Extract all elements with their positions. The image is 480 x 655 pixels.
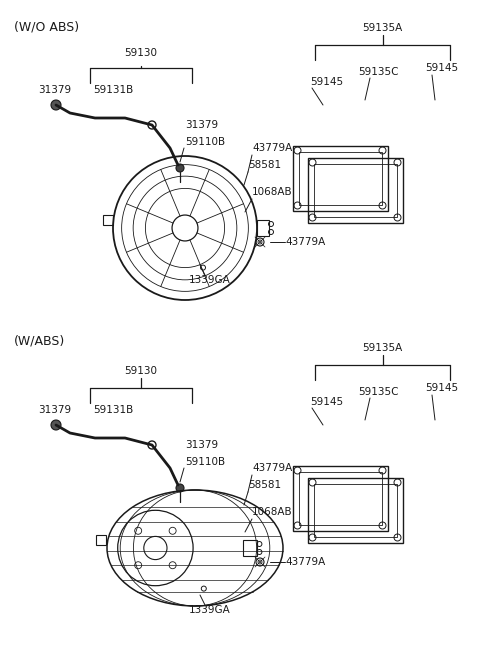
Bar xyxy=(313,164,396,217)
Text: 43779A: 43779A xyxy=(252,143,292,153)
Text: (W/O ABS): (W/O ABS) xyxy=(14,20,79,33)
Text: (W/ABS): (W/ABS) xyxy=(14,335,65,348)
Bar xyxy=(299,472,382,525)
Bar xyxy=(308,477,403,542)
Text: 59110B: 59110B xyxy=(185,457,225,467)
Text: 59131B: 59131B xyxy=(93,405,133,415)
Bar xyxy=(308,157,403,223)
Text: 59145: 59145 xyxy=(310,77,343,87)
Circle shape xyxy=(176,484,184,492)
Text: 43779A: 43779A xyxy=(252,463,292,473)
Text: 59135C: 59135C xyxy=(358,387,398,397)
Text: 31379: 31379 xyxy=(38,405,71,415)
Bar xyxy=(257,220,269,236)
Circle shape xyxy=(176,164,184,172)
Text: 31379: 31379 xyxy=(38,85,71,95)
Bar xyxy=(103,215,113,225)
Bar xyxy=(292,466,387,531)
Circle shape xyxy=(51,420,61,430)
Text: 59130: 59130 xyxy=(124,366,157,376)
Text: 1339GA: 1339GA xyxy=(189,605,231,615)
Text: 59110B: 59110B xyxy=(185,137,225,147)
Text: 58581: 58581 xyxy=(248,160,281,170)
Circle shape xyxy=(51,100,61,110)
Bar xyxy=(243,540,257,556)
Text: 31379: 31379 xyxy=(185,440,218,450)
Text: 59130: 59130 xyxy=(124,48,157,58)
Text: 59131B: 59131B xyxy=(93,85,133,95)
Text: 1339GA: 1339GA xyxy=(189,275,231,285)
Bar xyxy=(299,151,382,204)
Text: 59135C: 59135C xyxy=(358,67,398,77)
Text: 59145: 59145 xyxy=(425,383,458,393)
Text: 43779A: 43779A xyxy=(285,237,325,247)
Text: 59135A: 59135A xyxy=(362,23,403,33)
Bar xyxy=(313,483,396,536)
Text: 59135A: 59135A xyxy=(362,343,403,353)
Bar xyxy=(292,145,387,210)
Text: 58581: 58581 xyxy=(248,480,281,490)
Text: 1068AB: 1068AB xyxy=(252,507,293,517)
Text: 31379: 31379 xyxy=(185,120,218,130)
Text: 59145: 59145 xyxy=(310,397,343,407)
Bar xyxy=(96,535,106,545)
Text: 59145: 59145 xyxy=(425,63,458,73)
Text: 43779A: 43779A xyxy=(285,557,325,567)
Text: 1068AB: 1068AB xyxy=(252,187,293,197)
